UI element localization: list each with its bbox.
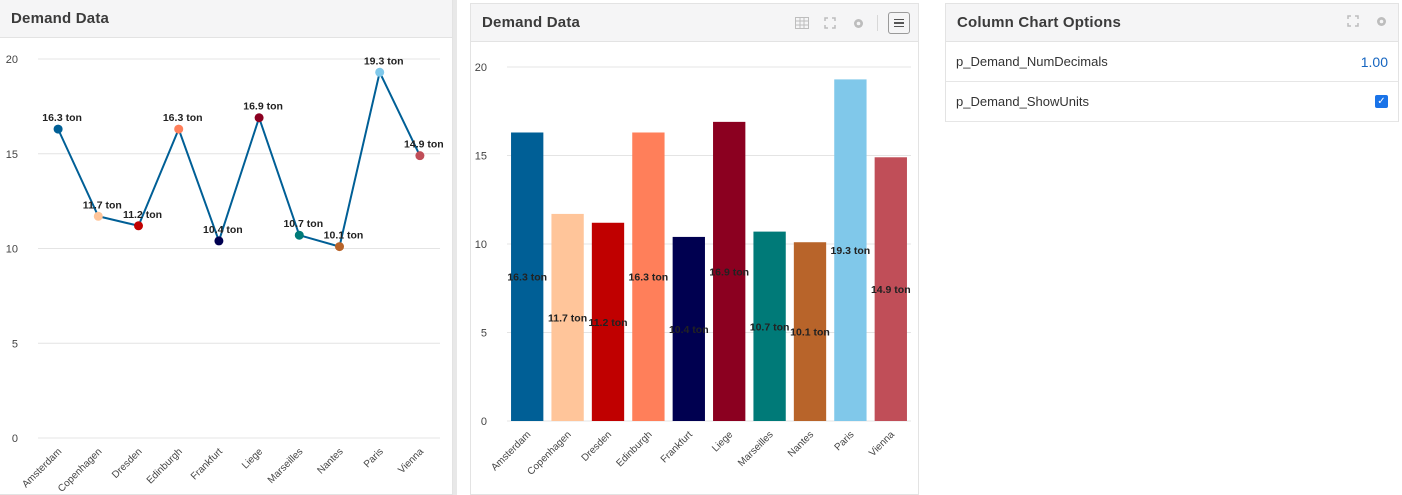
y-tick-label: 10: [6, 244, 18, 256]
x-tick-label: Edinburgh: [145, 446, 185, 486]
table-view-icon[interactable]: [793, 14, 811, 32]
data-label: 16.9 ton: [243, 101, 283, 113]
x-tick-label: Paris: [362, 446, 386, 470]
bar: [753, 231, 786, 421]
panel-title: Column Chart Options: [957, 14, 1121, 31]
data-label: 10.4 ton: [669, 324, 709, 336]
data-point: [415, 151, 425, 161]
data-point: [375, 67, 385, 77]
option-label: p_Demand_ShowUnits: [956, 94, 1089, 109]
data-point: [53, 124, 63, 134]
x-tick-label: Nantes: [786, 429, 816, 459]
option-label: p_Demand_NumDecimals: [956, 54, 1108, 69]
x-tick-label: Nantes: [315, 446, 345, 476]
options-toolbar: [1344, 12, 1390, 30]
data-label: 11.7 ton: [548, 312, 587, 324]
panel-divider[interactable]: [453, 0, 457, 495]
gear-icon[interactable]: [849, 14, 867, 32]
data-label: 10.4 ton: [203, 224, 243, 236]
series-line: [57, 69, 421, 248]
data-label: 19.3 ton: [831, 245, 871, 257]
data-point: [254, 113, 264, 123]
panel-title: Demand Data: [11, 10, 110, 27]
expand-icon[interactable]: [1344, 12, 1362, 30]
data-label: 10.7 ton: [283, 218, 323, 230]
options-panel: Column Chart Options p_Demand_NumDecimal…: [945, 3, 1399, 122]
bar-chart-panel: Demand Data 0 5 10 15 20 Amsterdam Copenhagen D…: [470, 3, 919, 495]
data-point: [294, 230, 304, 240]
y-tick-label: 0: [481, 416, 487, 428]
data-label: 16.9 ton: [709, 266, 749, 278]
y-tick-label: 10: [475, 239, 487, 251]
show-units-checkbox[interactable]: ✓: [1375, 95, 1388, 108]
x-tick-label: Amsterdam: [20, 446, 64, 490]
y-tick-label: 15: [6, 149, 18, 161]
data-label: 11.2 ton: [588, 317, 627, 329]
data-point: [335, 242, 344, 252]
data-label: 16.3 ton: [42, 112, 82, 124]
x-tick-label: Edinburgh: [615, 429, 655, 469]
x-tick-label: Dresden: [580, 429, 615, 464]
data-label: 14.9 ton: [871, 284, 911, 296]
x-tick-label: Vienna: [396, 446, 426, 476]
data-label: 16.3 ton: [163, 112, 203, 124]
line-chart-panel: Demand Data 0 5 10 15 20 Amsterdam Copenhagen D…: [0, 0, 453, 495]
y-tick-label: 20: [475, 62, 487, 74]
gear-icon[interactable]: [1372, 12, 1390, 30]
toolbar-separator: [877, 15, 878, 31]
bar: [834, 79, 867, 421]
y-tick-label: 20: [6, 54, 18, 66]
bar: [793, 242, 827, 421]
options-header: Column Chart Options: [946, 4, 1398, 42]
bar: [511, 132, 544, 421]
option-row-num-decimals: p_Demand_NumDecimals 1.00: [946, 42, 1398, 82]
x-tick-label: Paris: [833, 429, 857, 453]
data-label: 16.3 ton: [629, 272, 669, 284]
bar: [874, 157, 907, 421]
line-chart-header: Demand Data: [0, 0, 452, 38]
data-point: [174, 124, 184, 134]
y-tick-label: 0: [12, 433, 18, 445]
bar: [632, 132, 665, 421]
data-label: 10.7 ton: [750, 321, 790, 333]
data-label: 19.3 ton: [364, 55, 404, 67]
menu-icon[interactable]: [888, 12, 910, 34]
data-label: 11.7 ton: [83, 199, 122, 211]
x-tick-label: Vienna: [867, 429, 897, 459]
data-point: [134, 221, 143, 231]
panel-toolbar: [793, 12, 910, 34]
bar: [551, 213, 584, 421]
panel-title: Demand Data: [482, 14, 581, 31]
bar: [591, 222, 625, 421]
x-tick-label: Dresden: [110, 446, 145, 481]
num-decimals-value[interactable]: 1.00: [1360, 53, 1388, 70]
bar: [713, 121, 746, 422]
y-tick-label: 5: [481, 328, 487, 340]
y-tick-label: 15: [475, 151, 487, 163]
data-point: [214, 236, 224, 246]
x-tick-label: Marseilles: [266, 446, 306, 486]
y-tick-label: 5: [12, 338, 18, 350]
x-tick-label: Liege: [240, 446, 265, 471]
data-label: 16.3 ton: [507, 272, 547, 284]
x-tick-label: Marseilles: [736, 429, 776, 469]
x-tick-label: Amsterdam: [489, 429, 533, 473]
data-label: 10.1 ton: [324, 230, 364, 242]
option-row-show-units: p_Demand_ShowUnits ✓: [946, 82, 1398, 122]
x-tick-label: Frankfurt: [189, 446, 225, 482]
data-point: [93, 211, 103, 221]
bar: [672, 236, 705, 421]
bar-chart-header: Demand Data: [471, 4, 918, 42]
data-label: 10.1 ton: [790, 327, 830, 339]
x-tick-label: Frankfurt: [659, 429, 695, 465]
data-label: 11.2 ton: [123, 209, 162, 221]
expand-icon[interactable]: [821, 14, 839, 32]
x-tick-label: Liege: [710, 429, 735, 454]
data-label: 14.9 ton: [404, 139, 444, 151]
